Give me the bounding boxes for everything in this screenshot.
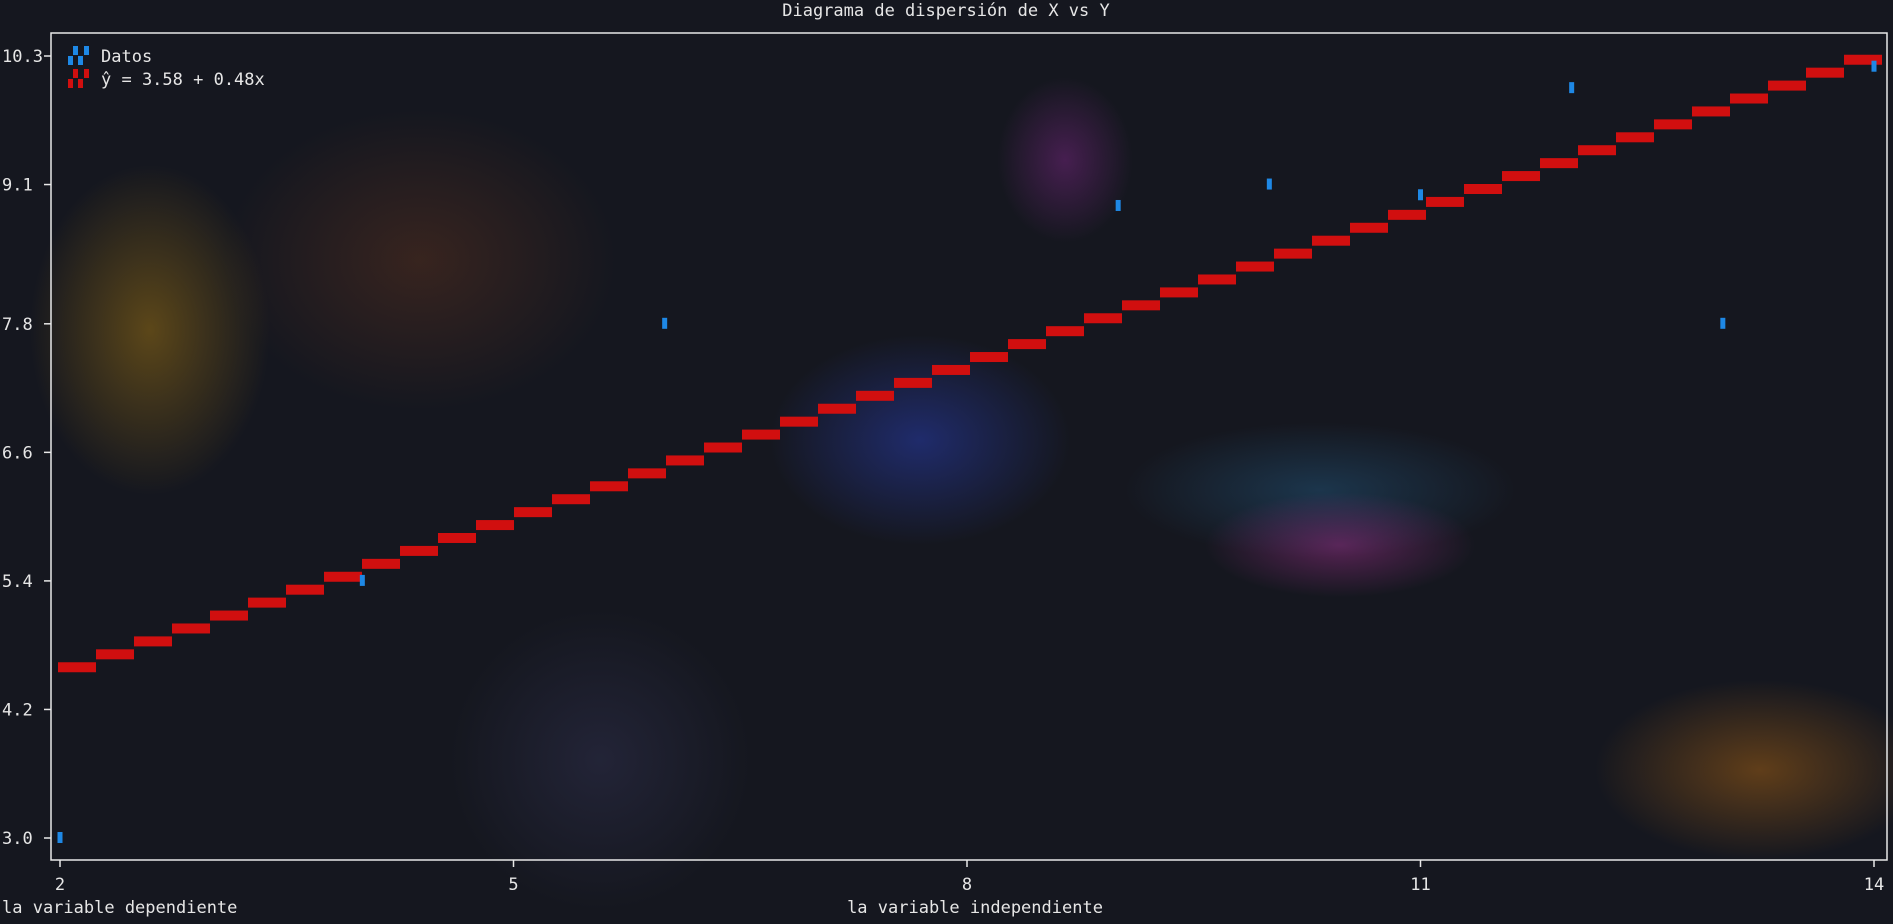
data-point xyxy=(1871,60,1877,72)
data-point xyxy=(359,574,365,586)
x-tick-label: 8 xyxy=(962,875,972,895)
data-points xyxy=(57,60,1877,843)
y-axis: 3.0 4.2 5.4 6.6 7.8 9.1 10.3 xyxy=(2,47,51,849)
regression-segment xyxy=(1236,261,1274,272)
x-tick-label: 5 xyxy=(508,875,518,895)
regression-segment xyxy=(1122,300,1160,311)
regression-segment xyxy=(628,468,666,479)
x-tick-label: 11 xyxy=(1410,875,1430,895)
chart-title: Diagrama de dispersión de X vs Y xyxy=(782,1,1110,21)
regression-line xyxy=(58,54,1882,673)
regression-segment xyxy=(742,429,780,440)
regression-segment xyxy=(818,403,856,414)
regression-segment xyxy=(1084,313,1122,324)
regression-segment xyxy=(552,494,590,505)
regression-segment xyxy=(894,377,932,388)
y-tick-label: 6.6 xyxy=(2,443,33,463)
plot-area-frame xyxy=(50,32,1888,861)
regression-segment xyxy=(248,597,286,608)
x-tick-label: 2 xyxy=(55,875,65,895)
regression-segment xyxy=(362,558,400,569)
regression-segment xyxy=(286,584,324,595)
data-point xyxy=(1720,317,1726,329)
regression-segment xyxy=(856,390,894,401)
data-point xyxy=(662,317,668,329)
regression-segment xyxy=(1160,287,1198,298)
regression-segment xyxy=(400,545,438,556)
regression-segment xyxy=(1654,119,1692,130)
regression-segment xyxy=(210,610,248,621)
regression-segment xyxy=(970,352,1008,363)
regression-segment xyxy=(1844,54,1882,65)
legend-label-fit: ŷ = 3.58 + 0.48x xyxy=(101,70,265,90)
regression-segment xyxy=(1426,196,1464,207)
regression-segment xyxy=(1274,248,1312,259)
regression-segment xyxy=(1198,274,1236,285)
regression-segment xyxy=(1388,209,1426,220)
regression-segment xyxy=(96,649,134,660)
regression-segment xyxy=(704,442,742,453)
y-tick-label: 9.1 xyxy=(2,176,33,196)
regression-segment xyxy=(134,636,172,647)
regression-segment xyxy=(1312,235,1350,246)
regression-segment xyxy=(172,623,210,634)
data-point xyxy=(1115,199,1121,211)
regression-segment xyxy=(438,532,476,543)
regression-segment xyxy=(476,520,514,531)
regression-segment xyxy=(932,364,970,375)
regression-segment xyxy=(1806,67,1844,78)
data-point xyxy=(1569,82,1575,94)
regression-segment xyxy=(1730,93,1768,104)
data-point xyxy=(1266,178,1272,190)
regression-segment xyxy=(590,481,628,492)
legend-swatch-fit xyxy=(68,69,89,88)
x-axis: 2 5 8 11 14 xyxy=(55,860,1884,895)
regression-segment xyxy=(780,416,818,427)
regression-segment xyxy=(666,455,704,466)
regression-segment xyxy=(1350,222,1388,233)
regression-segment xyxy=(1692,106,1730,117)
regression-segment xyxy=(1616,132,1654,143)
y-tick-label: 3.0 xyxy=(2,829,33,849)
regression-segment xyxy=(1008,339,1046,350)
y-tick-label: 10.3 xyxy=(2,47,43,67)
legend-label-datos: Datos xyxy=(101,47,152,67)
regression-segment xyxy=(1540,158,1578,169)
y-axis-label: la variable dependiente xyxy=(2,898,237,918)
x-axis-label: la variable independiente xyxy=(847,898,1103,918)
regression-segment xyxy=(1046,326,1084,337)
x-tick-label: 14 xyxy=(1864,875,1884,895)
regression-segment xyxy=(1578,145,1616,156)
regression-segment xyxy=(1464,183,1502,194)
data-point xyxy=(1418,189,1423,201)
y-tick-label: 4.2 xyxy=(2,700,33,720)
regression-segment xyxy=(58,662,96,673)
data-point xyxy=(57,832,63,843)
legend-swatch-datos xyxy=(68,46,89,65)
legend: Datos ŷ = 3.58 + 0.48x xyxy=(68,46,265,90)
regression-segment xyxy=(1502,171,1540,182)
regression-segment xyxy=(514,507,552,518)
regression-segment xyxy=(1768,80,1806,91)
y-tick-label: 7.8 xyxy=(2,315,33,335)
regression-segment xyxy=(324,571,362,582)
y-tick-label: 5.4 xyxy=(2,572,33,592)
